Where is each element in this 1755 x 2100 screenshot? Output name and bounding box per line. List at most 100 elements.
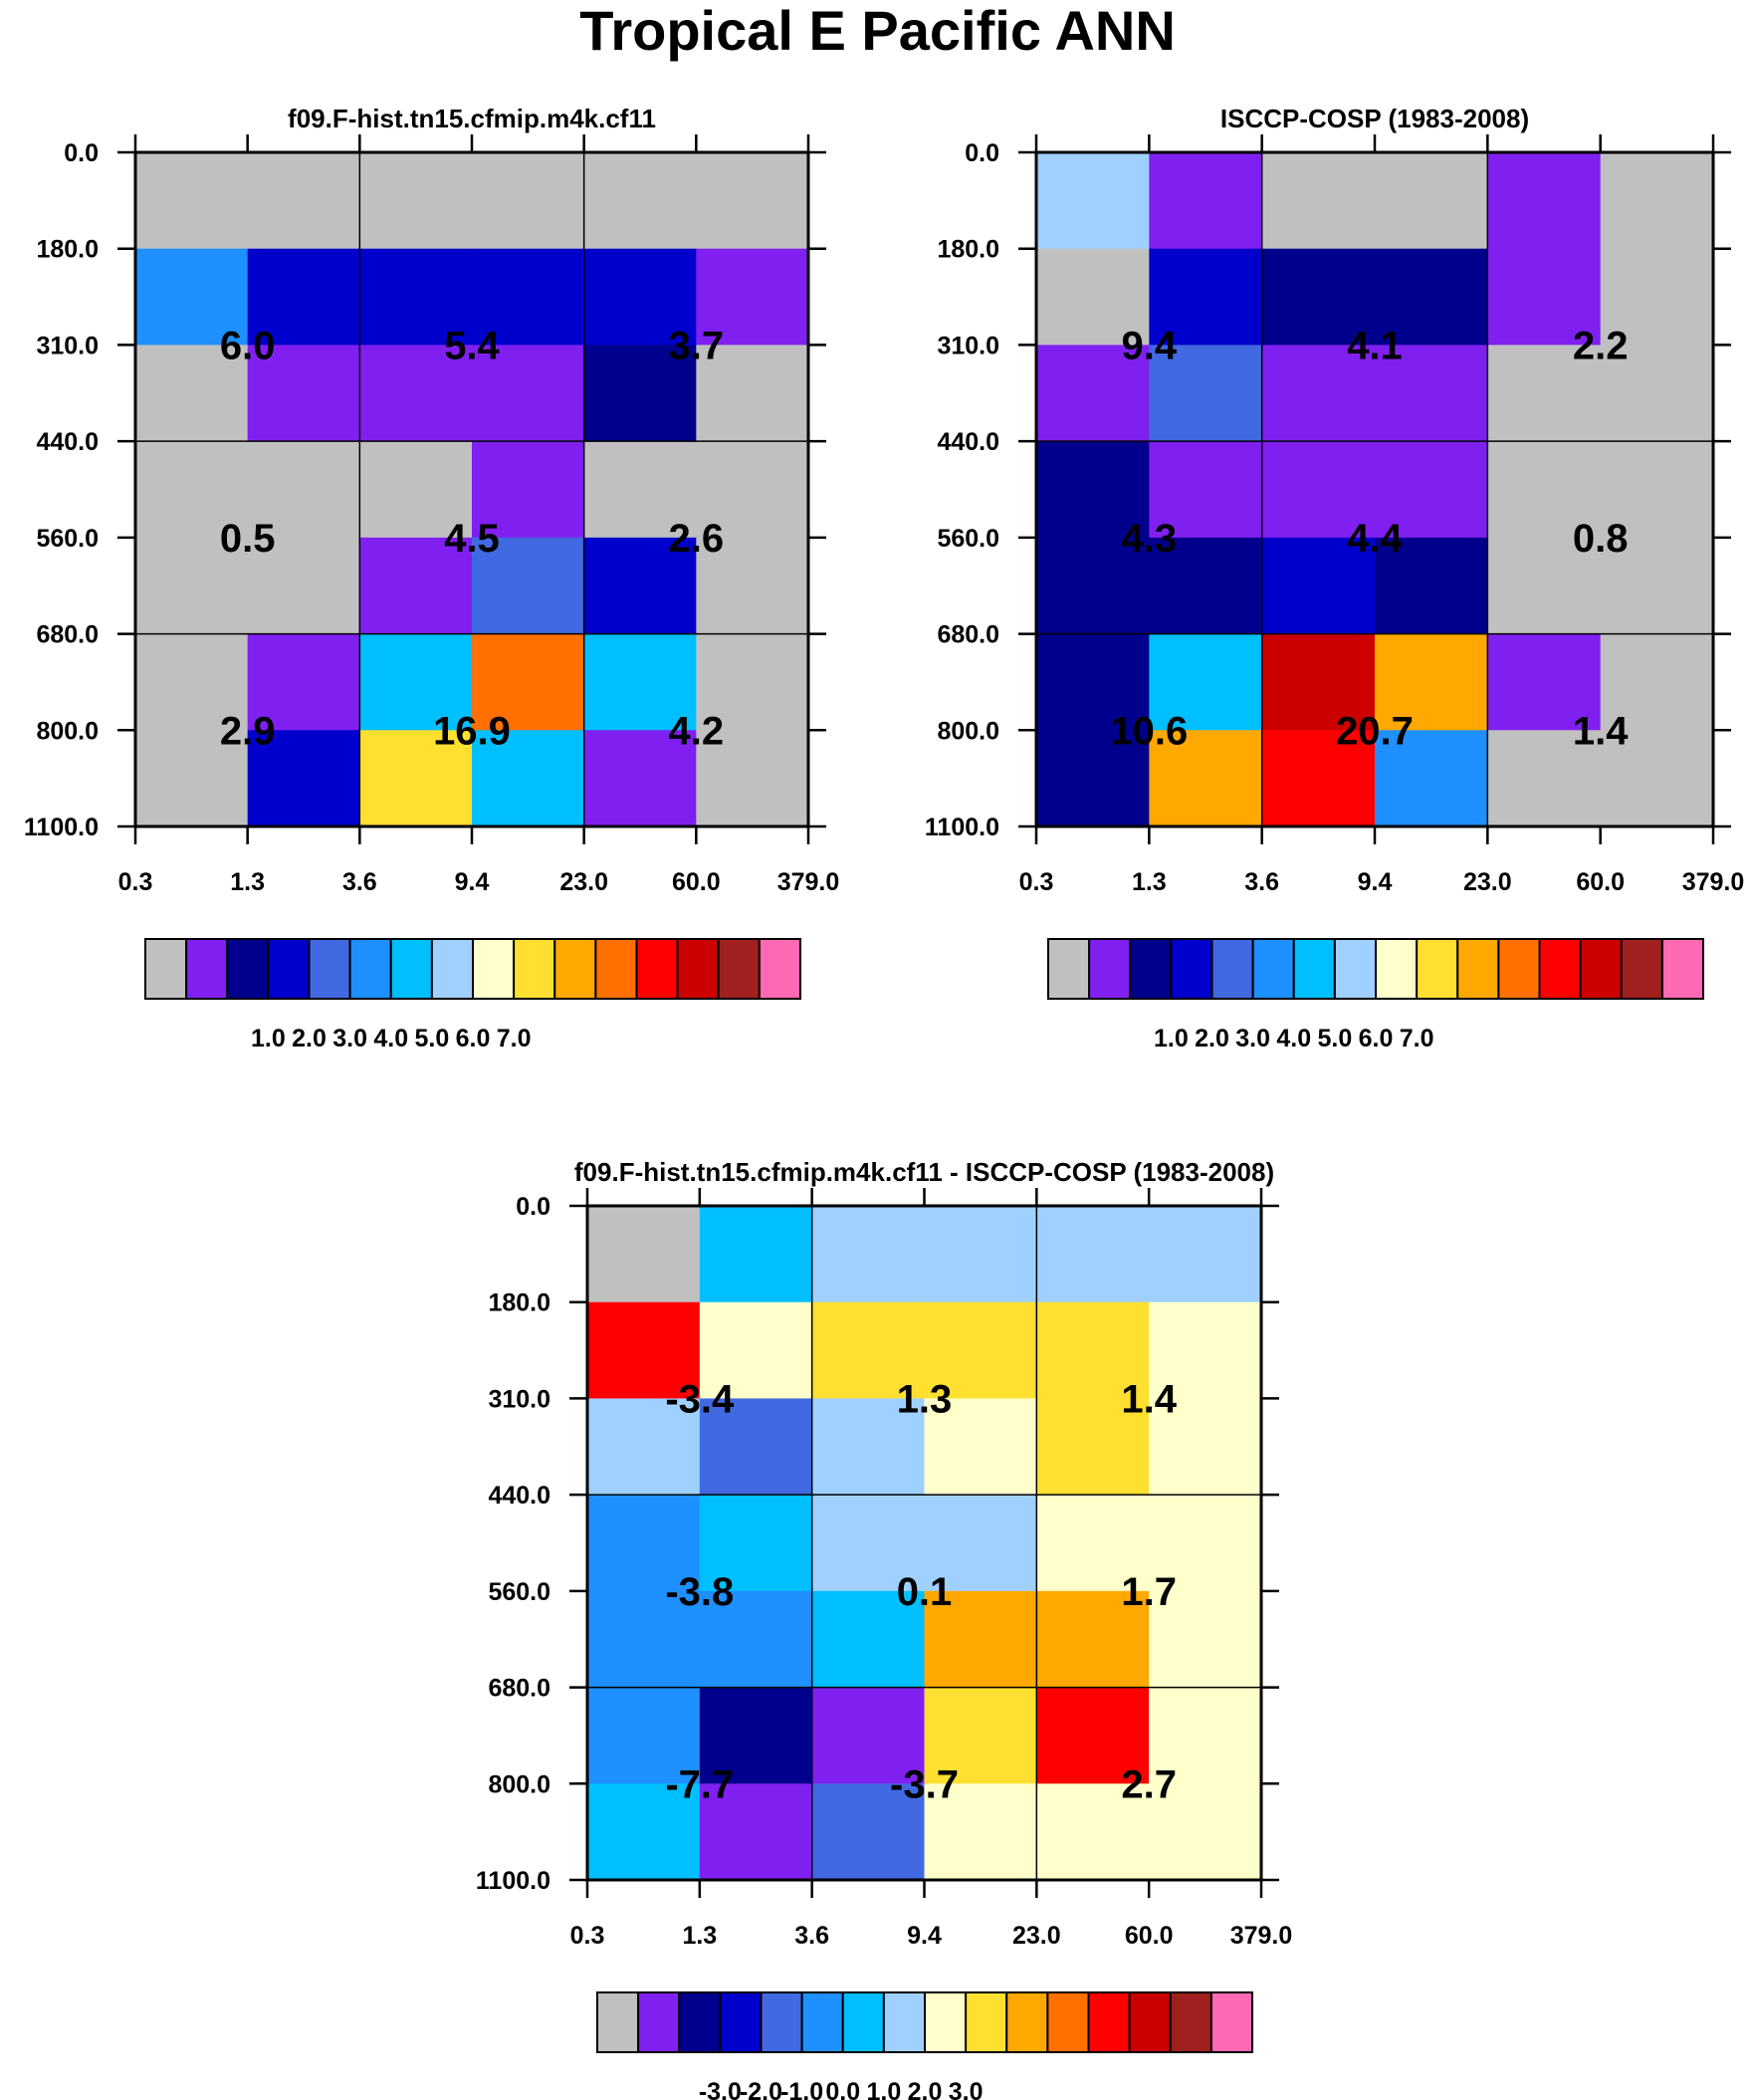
- colorbar-label: 2.0: [1195, 1025, 1229, 1052]
- heatmap-cell: [1600, 537, 1714, 635]
- cell-value-label: 20.7: [1336, 709, 1414, 753]
- heatmap-cell: [1487, 537, 1602, 635]
- heatmap-cell: [1036, 1495, 1150, 1592]
- colorbar-box: [1169, 1991, 1212, 2053]
- colorbar-label: -3.0: [699, 2078, 742, 2100]
- heatmap-cell: [583, 345, 697, 442]
- colorbar-box: [760, 1991, 803, 2053]
- heatmap-cell: [1487, 345, 1602, 442]
- colorbar-box: [1209, 1991, 1253, 2053]
- y-tick-label: 0.0: [64, 139, 99, 167]
- colorbar-box: [1620, 938, 1663, 1000]
- heatmap-cell: [1149, 441, 1263, 539]
- y-tick-label: 560.0: [937, 525, 999, 553]
- colorbar-box: [1087, 1991, 1131, 2053]
- colorbar-label: 3.0: [949, 2078, 984, 2100]
- heatmap-cell: [1036, 1783, 1150, 1881]
- x-tick-label: 23.0: [1463, 868, 1512, 896]
- y-tick-label: 180.0: [36, 236, 99, 264]
- heatmap-cell: [135, 633, 249, 731]
- cell-value-label: 4.2: [669, 709, 725, 753]
- x-tick-label: 60.0: [1576, 868, 1625, 896]
- heatmap-cell: [472, 345, 585, 442]
- colorbar-box: [841, 1991, 885, 2053]
- colorbar-label: 2.0: [292, 1025, 327, 1052]
- heatmap-cell: [1487, 730, 1602, 827]
- y-tick-label: 0.0: [516, 1193, 550, 1221]
- heatmap-cell: [472, 248, 585, 347]
- colorbar-box: [678, 1991, 722, 2053]
- colorbar-box: [800, 1991, 844, 2053]
- x-tick-label: 23.0: [1012, 1922, 1061, 1950]
- cell-value-label: 5.4: [444, 324, 500, 367]
- heatmap-cell: [135, 730, 249, 827]
- y-tick-label: 680.0: [488, 1675, 550, 1703]
- y-tick-label: 1100.0: [925, 814, 999, 841]
- cell-value-label: 2.2: [1573, 324, 1629, 367]
- heatmap-cell: [699, 1495, 813, 1592]
- heatmap-cell: [1487, 633, 1602, 731]
- y-tick-label: 800.0: [937, 717, 999, 745]
- heatmap-cell: [587, 1590, 701, 1689]
- colorbar-box: [594, 938, 638, 1000]
- colorbar-box: [1210, 938, 1254, 1000]
- heatmap-cell: [472, 441, 585, 539]
- x-tick-label: 9.4: [1358, 868, 1393, 896]
- heatmap-cell: [1487, 441, 1602, 539]
- cell-value-label: 2.6: [669, 517, 725, 561]
- x-tick-label: 1.3: [230, 868, 265, 896]
- heatmap-cell: [359, 152, 473, 250]
- heatmap-cell: [587, 1398, 701, 1496]
- subplot-title: f09.F-hist.tn15.cfmip.m4k.cf11 - ISCCP-C…: [574, 1157, 1274, 1187]
- heatmap-cell: [1036, 1301, 1150, 1400]
- heatmap-cell: [583, 441, 697, 539]
- colorbar-box: [1375, 938, 1419, 1000]
- heatmap-cell: [472, 633, 585, 731]
- heatmap-cell: [247, 441, 360, 539]
- y-tick-label: 800.0: [36, 717, 99, 745]
- panel-observations: ISCCP-COSP (1983-2008) 0.0 180.0 310.0 440.0…: [925, 104, 1744, 1052]
- heatmap-cell: [359, 248, 473, 347]
- heatmap-cell: [699, 1687, 813, 1784]
- cell-value-label: 10.6: [1110, 709, 1188, 753]
- colorbar-label: 5.0: [1317, 1025, 1352, 1052]
- colorbar-box: [1497, 938, 1541, 1000]
- heatmap-cell: [811, 1495, 926, 1592]
- heatmap-cell: [583, 537, 697, 635]
- colorbar-box: [430, 938, 474, 1000]
- heatmap-cell: [699, 1398, 813, 1496]
- heatmap-cell: [1036, 1206, 1150, 1303]
- colorbar-label: -2.0: [740, 2078, 782, 2100]
- heatmap-cell: [1375, 633, 1488, 731]
- colorbar-box: [719, 1991, 763, 2053]
- colorbar-box: [1088, 938, 1132, 1000]
- colorbar-box: [924, 1991, 968, 2053]
- colorbar-box: [1251, 938, 1295, 1000]
- heatmap-cell: [1375, 345, 1488, 442]
- heatmap-cell: [1149, 1687, 1262, 1784]
- heatmap-cell: [924, 1590, 1037, 1689]
- heatmap-cell: [1600, 730, 1714, 827]
- heatmap-cell: [587, 1783, 701, 1881]
- heatmap-cell: [247, 633, 360, 731]
- heatmap-cell: [696, 152, 809, 250]
- cell-value-label: 1.4: [1573, 709, 1629, 753]
- heatmap-cell: [1036, 633, 1150, 731]
- heatmap-cell: [924, 1301, 1037, 1400]
- heatmap-cell: [472, 730, 585, 827]
- heatmap-cell: [1036, 441, 1150, 539]
- x-tick-label: 1.3: [682, 1922, 717, 1950]
- cell-value-label: 1.4: [1121, 1377, 1177, 1421]
- colorbar-label: 3.0: [332, 1025, 367, 1052]
- heatmap-cell: [811, 1301, 926, 1400]
- heatmap-cell: [696, 633, 809, 731]
- colorbar-box: [637, 1991, 681, 2053]
- heatmap-cell: [1149, 1301, 1262, 1400]
- heatmap-cell: [1149, 730, 1263, 827]
- colorbar-label: 4.0: [373, 1025, 408, 1052]
- cell-value-label: 4.5: [444, 517, 500, 561]
- colorbar-box: [553, 938, 597, 1000]
- x-tick-label: 379.0: [1682, 868, 1745, 896]
- colorbar-box: [676, 938, 720, 1000]
- colorbar-box: [1333, 938, 1377, 1000]
